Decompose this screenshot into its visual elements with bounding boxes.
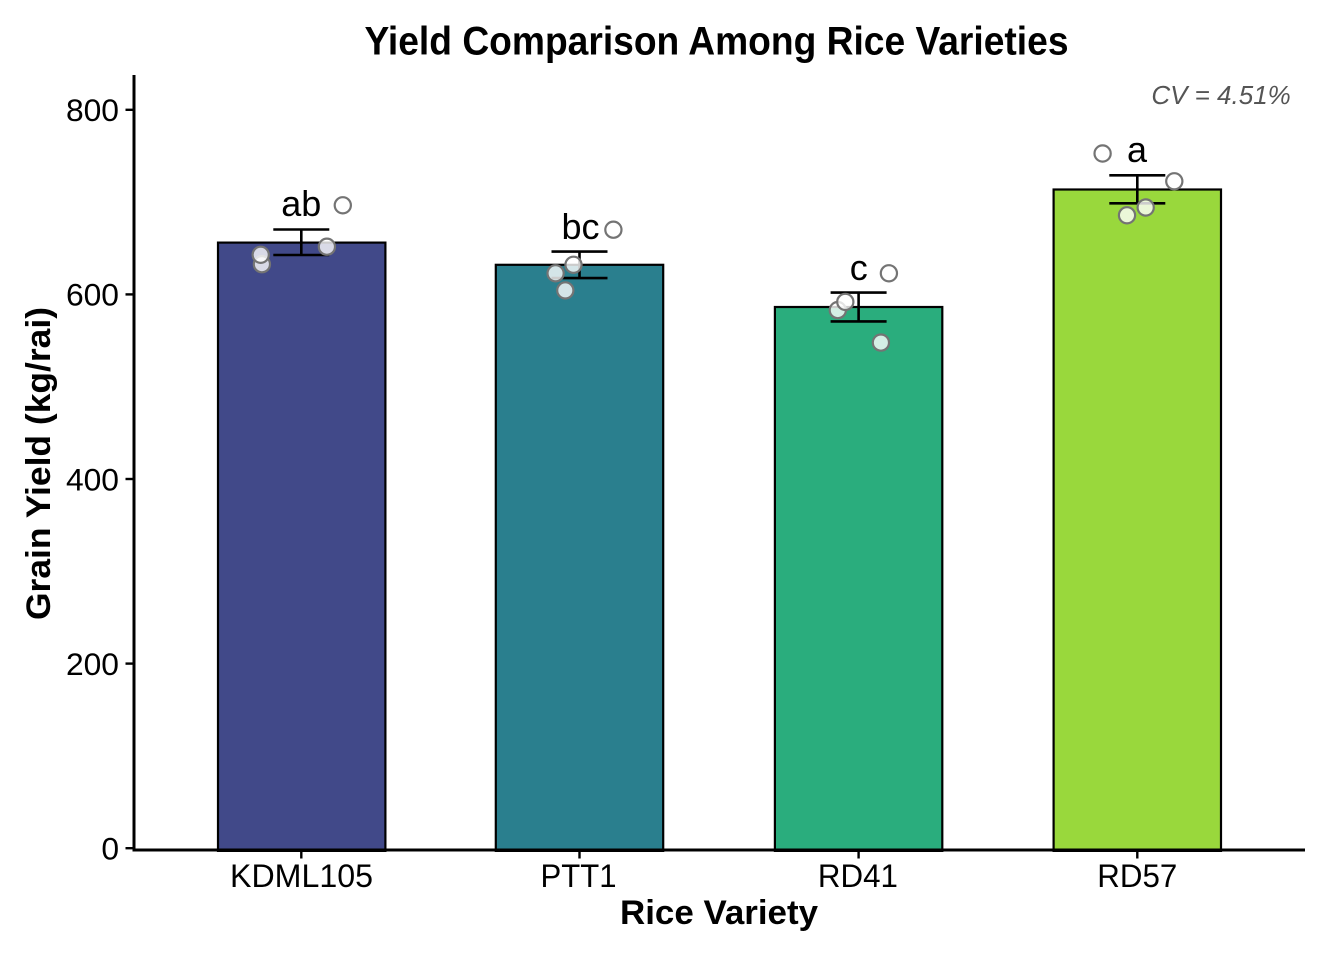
svg-text:200: 200 [66, 646, 119, 682]
svg-text:800: 800 [66, 92, 119, 128]
svg-text:400: 400 [66, 461, 119, 497]
svg-text:CV = 4.51%: CV = 4.51% [1151, 80, 1290, 110]
svg-text:Yield Comparison Among Rice Va: Yield Comparison Among Rice Varieties [365, 19, 1069, 63]
svg-text:bc: bc [561, 206, 599, 247]
svg-text:ab: ab [281, 183, 321, 224]
svg-text:PTT1: PTT1 [541, 858, 617, 894]
svg-text:KDML105: KDML105 [230, 858, 373, 894]
svg-text:RD57: RD57 [1097, 858, 1177, 894]
svg-text:c: c [850, 247, 868, 288]
svg-text:a: a [1127, 129, 1148, 170]
svg-text:Rice Variety: Rice Variety [620, 894, 818, 932]
svg-text:0: 0 [101, 831, 119, 867]
svg-text:600: 600 [66, 277, 119, 313]
svg-text:RD41: RD41 [818, 858, 898, 894]
svg-text:Grain Yield (kg/rai): Grain Yield (kg/rai) [20, 307, 58, 620]
